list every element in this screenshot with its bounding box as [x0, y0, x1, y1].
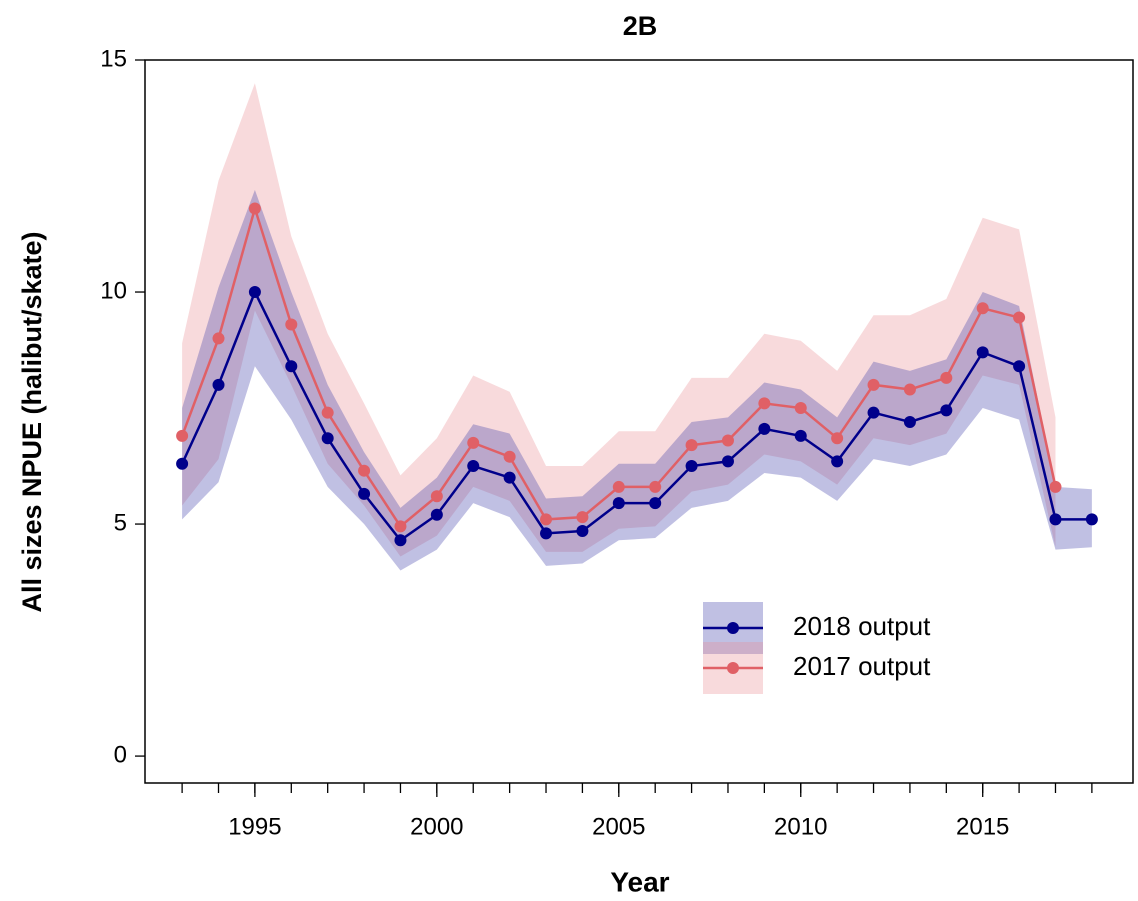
data-point	[394, 534, 407, 547]
data-point	[721, 434, 734, 447]
data-point	[758, 397, 771, 410]
data-point	[940, 371, 953, 384]
data-point	[649, 497, 662, 510]
data-point	[1049, 480, 1062, 493]
legend-point	[727, 662, 739, 674]
data-point	[794, 402, 807, 415]
legend-label: 2018 output	[793, 611, 931, 641]
data-point	[285, 360, 298, 373]
data-point	[358, 487, 371, 500]
data-point	[685, 439, 698, 452]
data-point	[467, 436, 480, 449]
data-point	[612, 480, 625, 493]
y-axis-title: All sizes NPUE (halibut/skate)	[17, 231, 47, 612]
data-point	[176, 457, 189, 470]
plot-frame	[144, 59, 1134, 784]
data-point	[649, 480, 662, 493]
confidence-band	[182, 189, 1092, 571]
data-point	[540, 527, 553, 540]
chart-title: 2B	[623, 11, 658, 41]
x-tick-label: 2000	[410, 813, 463, 840]
y-tick-label: 15	[100, 45, 127, 72]
data-point	[940, 404, 953, 417]
data-point	[903, 415, 916, 428]
data-point	[430, 490, 443, 503]
data-point	[576, 511, 589, 524]
x-tick-label: 2015	[956, 813, 1009, 840]
y-tick-label: 0	[114, 741, 127, 768]
legend-point	[727, 622, 739, 634]
data-point	[285, 318, 298, 331]
data-point	[831, 432, 844, 445]
data-point	[467, 460, 480, 473]
data-point	[358, 464, 371, 477]
data-point	[758, 422, 771, 435]
data-point	[903, 383, 916, 396]
data-point	[321, 432, 334, 445]
y-tick-label: 10	[100, 277, 127, 304]
data-point	[248, 286, 261, 299]
data-point	[321, 406, 334, 419]
y-tick-label: 5	[114, 509, 127, 536]
data-point	[831, 455, 844, 468]
data-point	[540, 513, 553, 526]
data-point	[976, 346, 989, 359]
data-point	[685, 460, 698, 473]
legend-label: 2017 output	[793, 651, 931, 681]
data-point	[212, 378, 225, 391]
series-line	[180, 288, 1092, 543]
data-point	[176, 429, 189, 442]
data-point	[976, 302, 989, 315]
data-point	[248, 202, 261, 215]
data-point	[503, 450, 516, 463]
data-point	[394, 520, 407, 533]
data-point	[1049, 513, 1062, 526]
x-tick-label: 1995	[228, 813, 281, 840]
data-point	[212, 332, 225, 345]
data-point	[612, 497, 625, 510]
data-point	[794, 429, 807, 442]
data-point	[430, 508, 443, 521]
data-point	[503, 471, 516, 484]
data-point	[1085, 513, 1098, 526]
x-tick-label: 2010	[774, 813, 827, 840]
x-axis-title: Year	[610, 866, 669, 897]
data-point	[576, 525, 589, 538]
data-point	[1013, 360, 1026, 373]
data-point	[1013, 311, 1026, 324]
data-point	[867, 378, 880, 391]
data-point	[867, 406, 880, 419]
x-tick-label: 2005	[592, 813, 645, 840]
data-point	[721, 455, 734, 468]
